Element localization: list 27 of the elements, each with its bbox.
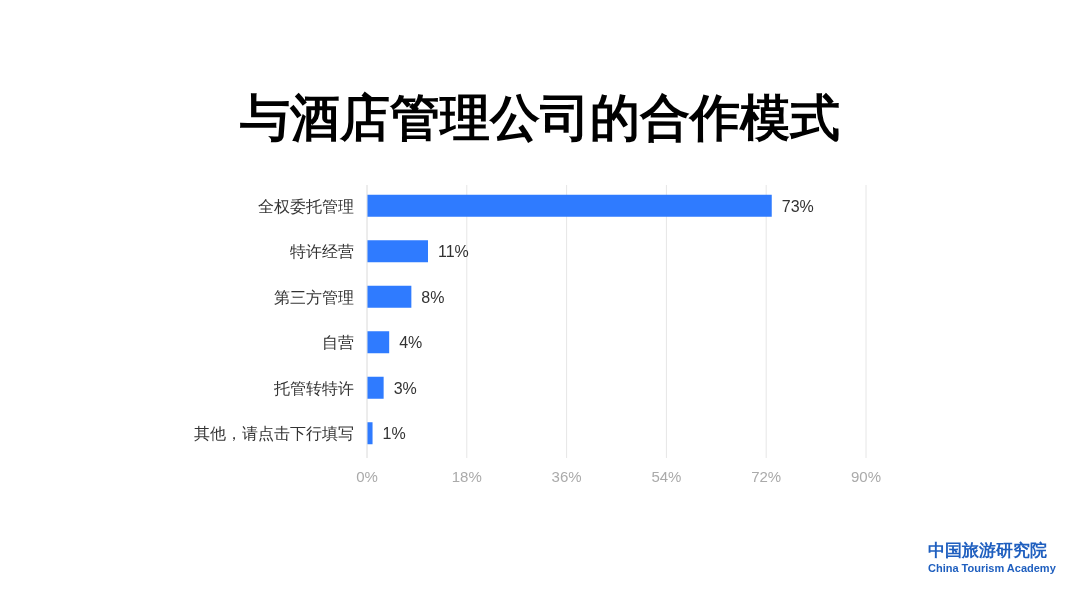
data-label: 8% <box>421 288 445 306</box>
data-label: 3% <box>393 379 417 397</box>
bar <box>367 194 772 217</box>
y-tick-label: 自营 <box>322 334 354 352</box>
bar <box>367 422 373 445</box>
x-tick-label: 90% <box>850 468 882 485</box>
data-label: 11% <box>437 243 469 261</box>
bar <box>367 331 390 354</box>
y-tick-label: 全权委托管理 <box>258 197 354 215</box>
x-tick-label: 72% <box>751 468 782 485</box>
y-tick-label: 第三方管理 <box>274 288 354 306</box>
chart-title: 与酒店管理公司的合作模式 <box>239 88 840 147</box>
data-label: 1% <box>382 425 406 443</box>
x-tick-label: 54% <box>651 468 682 485</box>
text: 中国旅游研究院 <box>928 541 1047 560</box>
x-tick-label: 0% <box>356 468 378 485</box>
x-tick-label: 18% <box>451 468 482 485</box>
y-tick-label: 特许经营 <box>290 243 354 261</box>
bar <box>367 240 428 263</box>
text: China Tourism Academy <box>928 562 1057 574</box>
bar <box>367 376 384 399</box>
y-tick-label: 其他，请点击下行填写 <box>194 425 354 443</box>
x-tick-label: 36% <box>551 468 582 485</box>
bar <box>367 285 412 308</box>
data-label: 4% <box>399 334 423 352</box>
y-tick-label: 托管转特许 <box>273 379 354 397</box>
data-label: 73% <box>781 197 814 215</box>
